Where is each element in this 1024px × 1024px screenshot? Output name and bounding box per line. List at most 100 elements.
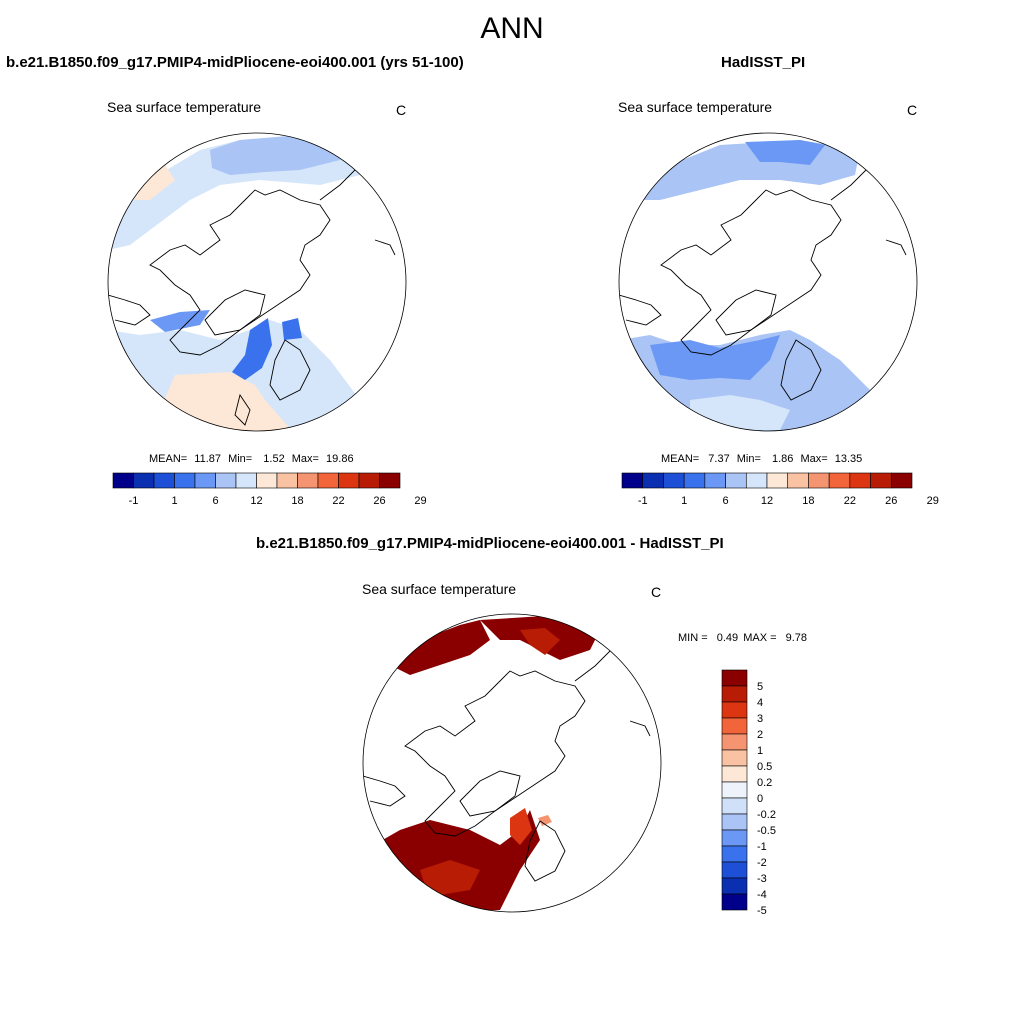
left-colorbar-tick-label: 1 xyxy=(171,495,177,507)
diff-field-barents-spot xyxy=(538,815,552,826)
diff-colorbar-tick-label: 2 xyxy=(757,729,763,741)
diff-colorbar-tick-label: -2 xyxy=(757,857,767,869)
right-min-value: 1.86 xyxy=(771,453,794,465)
left-mean-value: 11.87 xyxy=(194,453,221,465)
left-colorbar-box xyxy=(379,472,401,489)
diff-colorbar: 5 4 3 2 1 0.5 0.2 0 -0.2 -0.5 -1 -2 -3 -4 -5 xyxy=(721,669,776,917)
left-panel-units-label: C xyxy=(396,102,407,118)
diff-field-bering-inner xyxy=(520,628,560,655)
right-colorbar-box xyxy=(808,472,830,489)
main-title: ANN xyxy=(480,12,544,45)
diff-colorbar-tick-label: -0.5 xyxy=(757,825,776,837)
left-field-barents xyxy=(282,318,302,340)
right-min-label: Min= xyxy=(736,453,761,465)
right-colorbar-tick-label: 12 xyxy=(761,495,773,507)
diff-max-value: 9.78 xyxy=(785,632,808,644)
diff-coastlines xyxy=(363,630,651,882)
diff-colorbar-tick-label: 1 xyxy=(757,745,763,757)
left-mean-label: MEAN= xyxy=(149,453,188,465)
left-polar-map xyxy=(107,132,407,432)
right-colorbar-box xyxy=(704,472,726,489)
left-colorbar-tick-label: -1 xyxy=(129,495,139,507)
left-min-value: 1.52 xyxy=(263,453,285,465)
left-colorbar-box xyxy=(194,472,216,489)
left-colorbar-tick-label: 29 xyxy=(414,495,426,507)
diff-colorbar-tick-label: -5 xyxy=(757,905,767,917)
right-colorbar-box xyxy=(663,472,685,489)
right-colorbar-box xyxy=(683,472,706,489)
right-mean-value: 7.37 xyxy=(708,453,730,465)
diff-colorbar-tick-label: 0 xyxy=(757,793,763,805)
diff-colorbar-box xyxy=(721,669,748,687)
diff-field-nw-pacific xyxy=(390,620,490,675)
right-colorbar-box xyxy=(787,472,809,489)
right-colorbar-tick-label: 1 xyxy=(681,495,687,507)
right-coastlines xyxy=(619,149,907,401)
diff-colorbar-box xyxy=(721,829,748,847)
diff-min-value: 0.49 xyxy=(716,632,739,644)
left-colorbar-box xyxy=(317,472,339,489)
diff-colorbar-box xyxy=(721,861,748,879)
diff-colorbar-box xyxy=(721,717,748,735)
right-colorbar-box xyxy=(725,472,747,489)
right-colorbar-tick-label: 18 xyxy=(802,495,814,507)
diff-colorbar-tick-label: -0.2 xyxy=(757,809,776,821)
right-colorbar-box xyxy=(642,472,664,489)
right-panel-case-title: HadISST_PI xyxy=(721,54,806,71)
left-panel-stats: MEAN= 11.87 Min= 1.52 Max= 19.86 xyxy=(149,453,354,465)
right-polar-map xyxy=(618,132,918,432)
left-colorbar-tick-label: 6 xyxy=(212,495,218,507)
right-panel-variable-label: Sea surface temperature xyxy=(618,99,773,115)
right-colorbar-box xyxy=(766,472,789,489)
diff-colorbar-box xyxy=(721,877,748,895)
diff-panel-case-title: b.e21.B1850.f09_g17.PMIP4-midPliocene-eo… xyxy=(256,535,724,552)
diff-colorbar-box xyxy=(721,893,748,911)
left-colorbar-box xyxy=(153,472,175,489)
diff-panel-units-label: C xyxy=(651,584,662,600)
left-panel-variable-label: Sea surface temperature xyxy=(107,99,262,115)
diff-colorbar-tick-label: 4 xyxy=(757,697,763,709)
diff-colorbar-box xyxy=(721,797,748,815)
diff-colorbar-tick-label: -4 xyxy=(757,889,767,901)
diff-max-label: MAX = xyxy=(743,632,777,644)
diff-colorbar-box xyxy=(721,845,748,863)
right-colorbar-tick-label: 26 xyxy=(885,495,897,507)
left-panel-case-title: b.e21.B1850.f09_g17.PMIP4-midPliocene-eo… xyxy=(6,54,464,71)
diff-colorbar-tick-label: 0.5 xyxy=(757,761,772,773)
left-colorbar-box xyxy=(215,472,237,489)
right-field-labrador xyxy=(650,335,780,380)
right-panel-units-label: C xyxy=(907,102,918,118)
left-colorbar-tick-label: 22 xyxy=(332,495,344,507)
left-max-label: Max= xyxy=(291,453,319,465)
left-colorbar-box xyxy=(112,472,134,489)
diff-colorbar-tick-label: 0.2 xyxy=(757,777,772,789)
right-colorbar-box xyxy=(621,472,644,489)
diff-colorbar-box xyxy=(721,685,748,703)
left-colorbar-box xyxy=(358,472,380,489)
diff-colorbar-box xyxy=(721,813,748,831)
right-map-border xyxy=(618,132,918,432)
left-colorbar-tick-label: 12 xyxy=(250,495,262,507)
diff-min-label: MIN = xyxy=(678,632,708,644)
left-field-nw-pacific xyxy=(130,165,175,200)
diff-map-border xyxy=(362,613,662,913)
diff-panel-stats: MIN = 0.49 MAX = 9.78 xyxy=(678,632,807,644)
right-colorbar-box xyxy=(849,472,871,489)
right-colorbar-box xyxy=(870,472,892,489)
left-map-border xyxy=(107,132,407,432)
diff-field-greenland-sea xyxy=(510,808,532,845)
right-colorbar-box xyxy=(745,472,768,489)
right-colorbar-tick-label: 29 xyxy=(927,495,939,507)
left-min-label: Min= xyxy=(228,453,253,465)
diff-colorbar-tick-label: 3 xyxy=(757,713,763,725)
left-colorbar: -1 1 6 12 18 22 26 29 xyxy=(112,472,427,507)
diff-colorbar-box xyxy=(721,765,748,783)
diff-field-gulf-stream xyxy=(420,860,480,895)
left-colorbar-box xyxy=(256,472,278,489)
left-colorbar-box xyxy=(338,472,360,489)
diff-polar-map xyxy=(362,613,662,913)
right-max-label: Max= xyxy=(800,453,828,465)
diff-panel-variable-label: Sea surface temperature xyxy=(362,581,517,597)
right-panel-stats: MEAN= 7.37 Min= 1.86 Max= 13.35 xyxy=(661,453,862,465)
